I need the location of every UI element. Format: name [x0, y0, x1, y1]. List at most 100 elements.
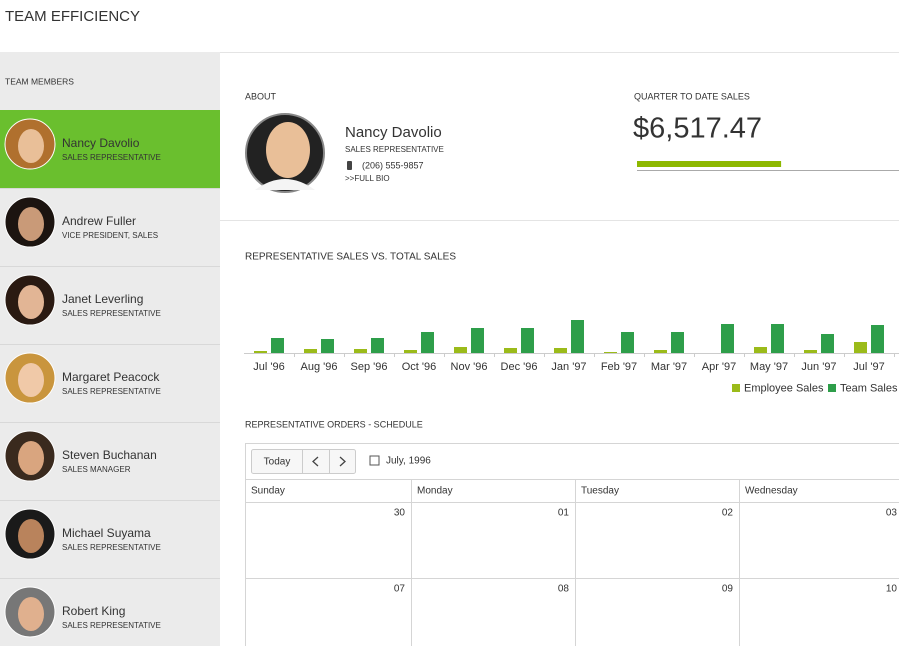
member-item[interactable]: Nancy Davolio SALES REPRESENTATIVE	[0, 110, 220, 188]
x-tick-label: Jun '97	[801, 361, 836, 373]
full-bio-link[interactable]: >>FULL BIO	[345, 174, 390, 183]
legend-label: Team Sales	[840, 382, 898, 394]
bar	[254, 351, 267, 353]
avatar-face	[266, 122, 310, 178]
member-item[interactable]: Margaret Peacock SALES REPRESENTATIVE	[0, 344, 220, 422]
date-number: 08	[558, 584, 570, 595]
bar	[654, 350, 667, 353]
x-tick-label: Feb '97	[601, 361, 637, 373]
member-item[interactable]: Janet Leverling SALES REPRESENTATIVE	[0, 266, 220, 344]
avatar-face	[18, 597, 44, 631]
bar	[771, 324, 784, 353]
member-title: SALES MANAGER	[62, 465, 131, 474]
next-button[interactable]	[339, 456, 346, 467]
schedule-grid: Sunday Monday Tuesday Wednesday 30 01 02 03 07 08…	[251, 479, 897, 646]
legend-swatch	[732, 384, 740, 392]
x-tick-label: Nov '96	[451, 361, 488, 373]
schedule-heading: REPRESENTATIVE ORDERS - SCHEDULE	[245, 419, 423, 429]
member-name: Margaret Peacock	[62, 370, 160, 384]
legend-swatch	[828, 384, 836, 392]
x-tick-label: Apr '97	[702, 361, 737, 373]
date-number: 09	[722, 584, 734, 595]
member-title: SALES REPRESENTATIVE	[62, 387, 161, 396]
bar	[454, 347, 467, 353]
page-title: TEAM EFFICIENCY	[5, 8, 140, 25]
member-name: Steven Buchanan	[62, 448, 157, 462]
avatar-face	[18, 441, 44, 475]
member-title: SALES REPRESENTATIVE	[62, 543, 161, 552]
date-number: 30	[394, 508, 406, 519]
member-item[interactable]: Robert King SALES REPRESENTATIVE	[0, 578, 220, 646]
period-label[interactable]: July, 1996	[386, 456, 431, 467]
member-title: SALES REPRESENTATIVE	[62, 309, 161, 318]
date-number: 02	[722, 508, 734, 519]
x-tick-label: Jan '97	[551, 361, 586, 373]
sales-amount: $6,517.47	[633, 113, 762, 145]
profile-phone: (206) 555-9857	[362, 160, 424, 170]
bar	[671, 332, 684, 353]
avatar-face	[18, 519, 44, 553]
x-tick-label: Jul '96	[253, 361, 284, 373]
x-tick-label: May '97	[750, 361, 788, 373]
bar	[504, 348, 517, 353]
legend-label: Employee Sales	[744, 382, 824, 394]
bar	[754, 347, 767, 353]
member-name: Andrew Fuller	[62, 214, 136, 228]
member-list: Nancy Davolio SALES REPRESENTATIVE Andrew …	[0, 110, 220, 646]
member-item[interactable]: Michael Suyama SALES REPRESENTATIVE	[0, 500, 220, 578]
bar	[471, 328, 484, 353]
sales-heading: QUARTER TO DATE SALES	[634, 91, 750, 101]
phone-icon	[347, 161, 352, 170]
member-name: Nancy Davolio	[62, 136, 140, 150]
date-number: 03	[886, 508, 898, 519]
bar	[421, 332, 434, 353]
x-tick-label: Mar '97	[651, 361, 687, 373]
member-name: Janet Leverling	[62, 292, 143, 306]
avatar-shirt	[255, 179, 315, 190]
bar	[821, 334, 834, 353]
member-title: SALES REPRESENTATIVE	[62, 153, 161, 162]
avatar-face	[18, 285, 44, 319]
bar	[721, 324, 734, 353]
today-button[interactable]: Today	[264, 457, 291, 468]
bar	[271, 338, 284, 353]
member-name: Michael Suyama	[62, 526, 151, 540]
bar	[621, 332, 634, 353]
date-number: 07	[394, 584, 406, 595]
chart: Jul '96 Aug '96 Sep '96 Oct '96 Nov '96 Dec '…	[253, 320, 898, 394]
x-tick-label: Dec '96	[501, 361, 538, 373]
bar	[321, 339, 334, 353]
bar	[521, 328, 534, 353]
member-item[interactable]: Andrew Fuller VICE PRESIDENT, SALES	[0, 188, 220, 266]
bar	[871, 325, 884, 353]
progress-bar	[637, 161, 782, 167]
bar	[371, 338, 384, 353]
profile-title: SALES REPRESENTATIVE	[345, 145, 444, 154]
x-tick-label: Oct '96	[402, 361, 437, 373]
bar	[404, 350, 417, 353]
day-name: Sunday	[251, 486, 285, 497]
bar	[854, 342, 867, 353]
x-tick-label: Jul '97	[853, 361, 884, 373]
x-tick-label: Aug '96	[301, 361, 338, 373]
member-name: Robert King	[62, 604, 125, 618]
avatar-face	[18, 129, 44, 163]
bar	[554, 348, 567, 353]
sidebar-heading: TEAM MEMBERS	[5, 76, 74, 86]
date-number: 10	[886, 584, 898, 595]
x-tick-label: Sep '96	[351, 361, 388, 373]
chart-title: REPRESENTATIVE SALES VS. TOTAL SALES	[245, 252, 456, 263]
member-item[interactable]: Steven Buchanan SALES MANAGER	[0, 422, 220, 500]
day-name: Tuesday	[581, 486, 619, 497]
member-title: SALES REPRESENTATIVE	[62, 621, 161, 630]
bar	[604, 352, 617, 353]
bar	[571, 320, 584, 353]
day-name: Wednesday	[745, 486, 798, 497]
prev-button[interactable]	[312, 456, 319, 467]
bar	[304, 349, 317, 353]
day-name: Monday	[417, 486, 453, 497]
avatar-face	[18, 363, 44, 397]
calendar-icon	[369, 455, 380, 466]
bar	[804, 350, 817, 353]
